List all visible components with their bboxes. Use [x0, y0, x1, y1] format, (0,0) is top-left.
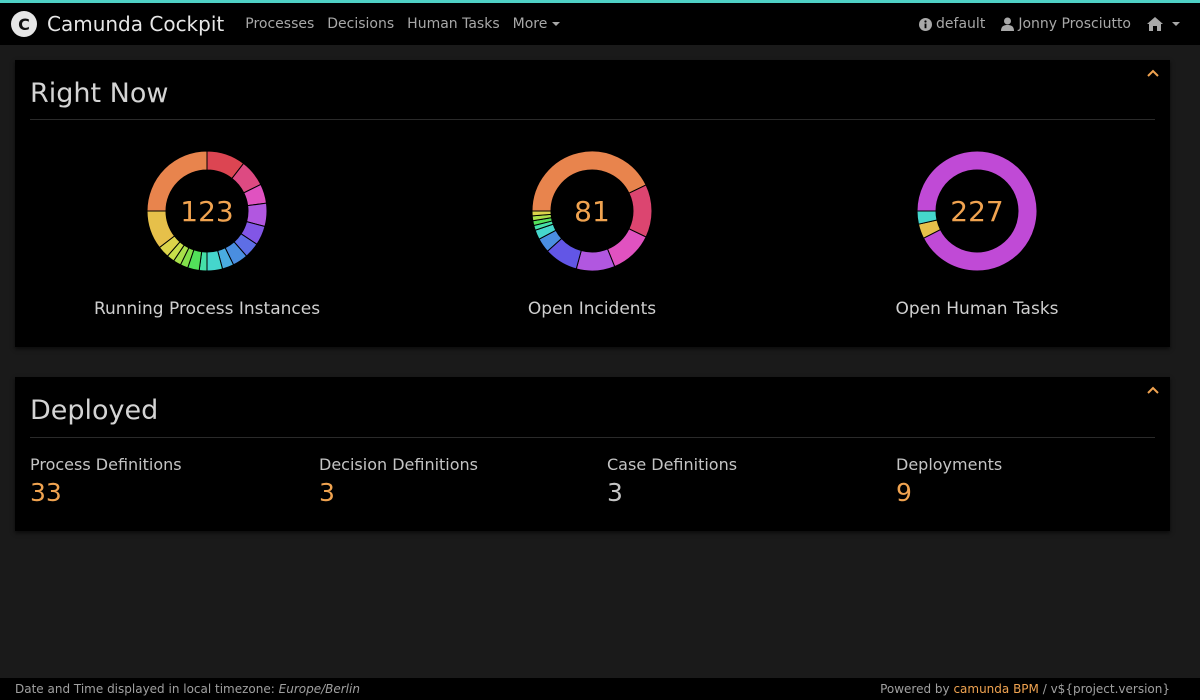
user-name: Jonny Prosciutto	[1018, 16, 1131, 32]
open-tasks-label[interactable]: Open Human Tasks	[895, 299, 1059, 319]
brand[interactable]: C Camunda Cockpit	[11, 11, 224, 37]
donut-segment[interactable]	[146, 210, 176, 249]
right-now-panel: Right Now 123 Running Process Instances …	[15, 60, 1170, 347]
home-menu[interactable]	[1147, 17, 1180, 31]
engine-selector[interactable]: default	[919, 16, 985, 32]
divider	[30, 437, 1155, 438]
timezone-note: Date and Time displayed in local timezon…	[15, 682, 360, 696]
stat-deployments[interactable]: Deployments 9	[896, 455, 1002, 507]
donut-segment[interactable]	[531, 210, 552, 217]
stat-label[interactable]: Case Definitions	[607, 455, 738, 474]
donut-segment[interactable]	[916, 150, 1038, 272]
stat-label[interactable]: Deployments	[896, 455, 1003, 474]
stat-label[interactable]: Process Definitions	[30, 455, 182, 474]
powered-by: Powered by camunda BPM / v${project.vers…	[880, 682, 1170, 696]
stat-label[interactable]: Decision Definitions	[319, 455, 479, 474]
powered-prefix: Powered by	[880, 682, 954, 696]
stat-value[interactable]: 33	[30, 478, 62, 507]
donut-chart-svg	[531, 150, 653, 272]
user-icon	[1001, 17, 1015, 31]
user-nav: default Jonny Prosciutto	[903, 3, 1180, 45]
open-human-tasks-widget: 227 Open Human Tasks	[807, 150, 1147, 319]
info-icon	[919, 17, 933, 31]
app-title[interactable]: Camunda Cockpit	[47, 12, 225, 36]
nav-more-dropdown[interactable]: More	[513, 16, 561, 32]
home-icon	[1147, 17, 1163, 31]
donut-segment[interactable]	[531, 150, 647, 212]
running-instances-count[interactable]: 123	[180, 194, 234, 228]
deployed-panel: Deployed Process Definitions 33 Decision…	[15, 377, 1170, 531]
stat-value[interactable]: 9	[896, 478, 912, 507]
camunda-link[interactable]: camunda BPM	[953, 682, 1039, 696]
running-process-instances-widget: 123 Running Process Instances	[37, 150, 377, 319]
camunda-logo-icon: C	[11, 11, 37, 37]
stat-case-definitions[interactable]: Case Definitions 3	[607, 455, 737, 507]
open-tasks-count[interactable]: 227	[950, 194, 1004, 228]
donut-chart[interactable]: 227	[916, 150, 1038, 272]
divider	[30, 119, 1155, 120]
timezone-value: Europe/Berlin	[278, 682, 360, 696]
chevron-up-icon[interactable]	[1146, 383, 1160, 397]
deployed-title: Deployed	[30, 395, 159, 426]
stat-value: 3	[607, 478, 623, 507]
caret-down-icon	[1172, 22, 1180, 26]
open-incidents-label[interactable]: Open Incidents	[527, 299, 657, 319]
donut-chart[interactable]: 123	[146, 150, 268, 272]
nav-more-label: More	[512, 16, 548, 32]
donut-chart-svg	[916, 150, 1038, 272]
donut-chart-svg	[146, 150, 268, 272]
donut-chart[interactable]: 81	[531, 150, 653, 272]
main-nav: Processes Decisions Human Tasks More	[245, 16, 573, 32]
top-navbar: C Camunda Cockpit Processes Decisions Hu…	[0, 0, 1200, 45]
nav-processes[interactable]: Processes	[245, 16, 315, 32]
timezone-prefix: Date and Time displayed in local timezon…	[15, 682, 279, 696]
right-now-title: Right Now	[30, 78, 169, 109]
nav-decisions[interactable]: Decisions	[327, 16, 395, 32]
footer: Date and Time displayed in local timezon…	[0, 678, 1200, 700]
powered-suffix: / v${project.version}	[1038, 682, 1170, 696]
running-instances-label[interactable]: Running Process Instances	[93, 299, 321, 319]
donut-segment[interactable]	[916, 210, 938, 225]
chevron-up-icon[interactable]	[1146, 66, 1160, 80]
stat-process-definitions[interactable]: Process Definitions 33	[30, 455, 182, 507]
stat-value[interactable]: 3	[319, 478, 335, 507]
caret-down-icon	[552, 22, 561, 26]
engine-name: default	[936, 16, 986, 32]
open-incidents-count[interactable]: 81	[574, 194, 610, 228]
open-incidents-widget: 81 Open Incidents	[422, 150, 762, 319]
stat-decision-definitions[interactable]: Decision Definitions 3	[319, 455, 478, 507]
nav-human-tasks[interactable]: Human Tasks	[407, 16, 500, 32]
user-account-menu[interactable]: Jonny Prosciutto	[1001, 16, 1131, 32]
